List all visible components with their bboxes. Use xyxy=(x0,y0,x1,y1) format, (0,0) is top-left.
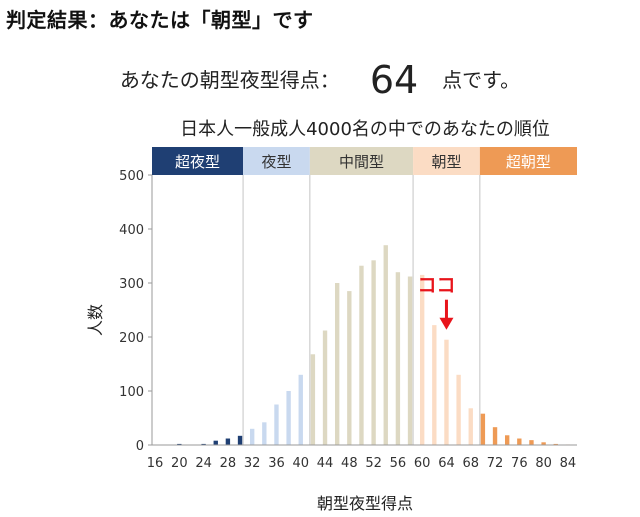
y-tick-label-500: 500 xyxy=(119,169,144,184)
bar-42 xyxy=(310,354,316,445)
band-1 xyxy=(243,147,310,175)
bar-62 xyxy=(432,325,437,445)
bars xyxy=(177,245,571,445)
annotation-arrow-head xyxy=(439,317,454,330)
bar-54 xyxy=(383,245,388,445)
x-tick-label-16: 16 xyxy=(147,456,164,471)
result-heading: 判定結果：あなたは「朝型」です xyxy=(6,8,314,32)
bar-48 xyxy=(347,291,352,445)
y-axis-label: 人数 xyxy=(86,304,105,336)
bar-60 xyxy=(419,274,425,445)
y-tick-label-400: 400 xyxy=(119,223,144,238)
bar-32 xyxy=(249,428,255,445)
x-tick-label-84: 84 xyxy=(560,456,577,471)
bar-78 xyxy=(529,440,534,445)
bar-40 xyxy=(298,374,303,445)
x-tick-label-36: 36 xyxy=(268,456,285,471)
bar-80 xyxy=(541,442,546,445)
x-tick-label-44: 44 xyxy=(317,456,334,471)
bar-38 xyxy=(286,391,291,445)
score-value: 64 xyxy=(369,58,419,102)
bar-70 xyxy=(480,413,486,445)
bar-50 xyxy=(359,265,364,445)
bar-56 xyxy=(395,272,401,445)
bar-26 xyxy=(213,440,218,445)
x-tick-label-52: 52 xyxy=(365,456,382,471)
y-tick-label-200: 200 xyxy=(119,331,144,346)
score-suffix: 点です。 xyxy=(442,68,521,92)
bar-66 xyxy=(456,374,461,445)
band-2 xyxy=(309,147,414,175)
x-tick-label-32: 32 xyxy=(244,456,261,471)
band-label-2: 中間型 xyxy=(339,153,384,171)
x-axis-label: 朝型夜型得点 xyxy=(317,494,413,513)
x-tick-label-56: 56 xyxy=(390,456,407,471)
bar-52 xyxy=(371,260,376,445)
bar-36 xyxy=(274,404,279,445)
x-tick-label-76: 76 xyxy=(511,456,528,471)
x-tick-label-80: 80 xyxy=(535,456,552,471)
score-prefix: あなたの朝型夜型得点： xyxy=(119,68,340,92)
bar-64 xyxy=(444,339,449,445)
bar-46 xyxy=(334,283,340,445)
annotation-label: ココ xyxy=(417,275,455,297)
bar-72 xyxy=(492,427,498,445)
band-0 xyxy=(152,147,244,175)
axes: 0 100 200 300 400 500 16 20 24 28 32 36 40 44 48 52 56 60… xyxy=(119,169,577,471)
y-tick-label-0: 0 xyxy=(136,439,144,454)
score-line: あなたの朝型夜型得点： 64 点です。 xyxy=(0,58,640,102)
x-tick-label-28: 28 xyxy=(220,456,237,471)
x-tick-label-68: 68 xyxy=(462,456,479,471)
bar-30 xyxy=(237,435,243,445)
band-label-0: 超夜型 xyxy=(175,153,220,171)
type-band-strip: 超夜型 夜型 中間型 朝型 超朝型 xyxy=(152,147,577,175)
band-4 xyxy=(479,147,577,175)
x-tick-label-24: 24 xyxy=(195,456,212,471)
bar-68 xyxy=(468,408,473,445)
score-distribution-chart: 日本人一般成人4000名の中でのあなたの順位 超夜型 夜型 中間型 朝型 超朝型 0 10… xyxy=(86,119,577,513)
band-label-3: 朝型 xyxy=(431,153,461,171)
bar-24 xyxy=(201,443,206,445)
band-dividers xyxy=(242,175,481,445)
y-tick-label-300: 300 xyxy=(119,277,144,292)
x-tick-label-20: 20 xyxy=(171,456,188,471)
band-3 xyxy=(413,147,480,175)
bar-74 xyxy=(504,435,510,445)
chart-title: 日本人一般成人4000名の中でのあなたの順位 xyxy=(180,119,550,140)
x-tick-label-48: 48 xyxy=(341,456,358,471)
bar-28 xyxy=(225,438,231,445)
band-label-4: 超朝型 xyxy=(506,153,551,171)
annotation: ココ xyxy=(417,275,455,330)
bar-20 xyxy=(177,443,182,445)
band-label-1: 夜型 xyxy=(261,153,291,171)
y-tick-label-100: 100 xyxy=(119,385,144,400)
x-tick-label-40: 40 xyxy=(292,456,309,471)
bar-58 xyxy=(407,276,413,445)
bar-82 xyxy=(553,443,558,445)
x-tick-label-64: 64 xyxy=(438,456,455,471)
bar-34 xyxy=(262,422,267,445)
bar-76 xyxy=(517,438,522,445)
x-tick-label-60: 60 xyxy=(414,456,431,471)
bar-44 xyxy=(322,330,328,445)
x-tick-label-72: 72 xyxy=(487,456,504,471)
